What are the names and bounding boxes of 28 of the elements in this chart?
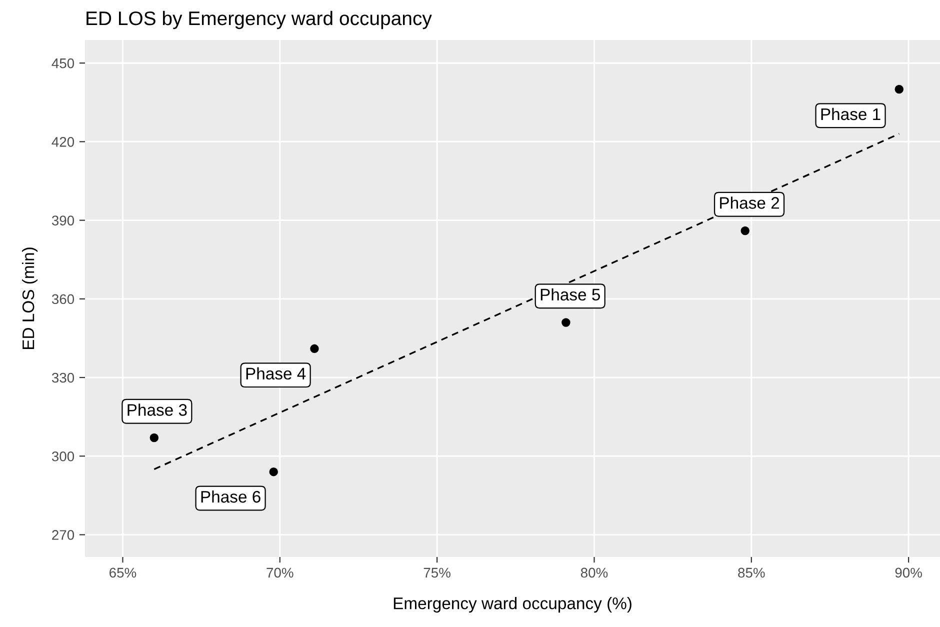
annotation: Phase 1 [821, 108, 880, 120]
x-tick-label: 70% [266, 568, 294, 578]
y-tick-label: 390 [52, 216, 74, 226]
point [150, 433, 159, 442]
annotation: Phase 6 [201, 490, 260, 503]
x-tick-label: 80% [580, 568, 608, 578]
y-tick-label: 270 [52, 530, 74, 540]
point [562, 318, 570, 327]
annotation: Phase 4 [246, 367, 306, 380]
y-tick-label: 420 [52, 137, 74, 147]
y-tick-label: 450 [52, 58, 74, 68]
point [740, 226, 750, 236]
y-axis-title: ED LOS (min) [22, 248, 38, 349]
annotation: Phase 3 [128, 404, 187, 416]
y-tick-label: 360 [52, 294, 74, 304]
y-tick-label: 300 [52, 451, 74, 462]
x-tick-label: 65% [110, 568, 136, 578]
point [310, 344, 319, 354]
chart-title: ED LOS by Emergency ward occupancy [86, 10, 432, 30]
x-axis-title: Emergency ward occupancy (%) [394, 597, 632, 613]
y-tick-label: 330 [52, 372, 74, 383]
x-tick-label: 90% [895, 568, 922, 578]
point [894, 84, 904, 94]
x-tick-label: 85% [738, 568, 765, 578]
point [269, 467, 278, 476]
x-tick-label: 75% [424, 568, 450, 578]
annotation: Phase 2 [720, 196, 780, 209]
annotation: Phase 5 [540, 288, 600, 301]
